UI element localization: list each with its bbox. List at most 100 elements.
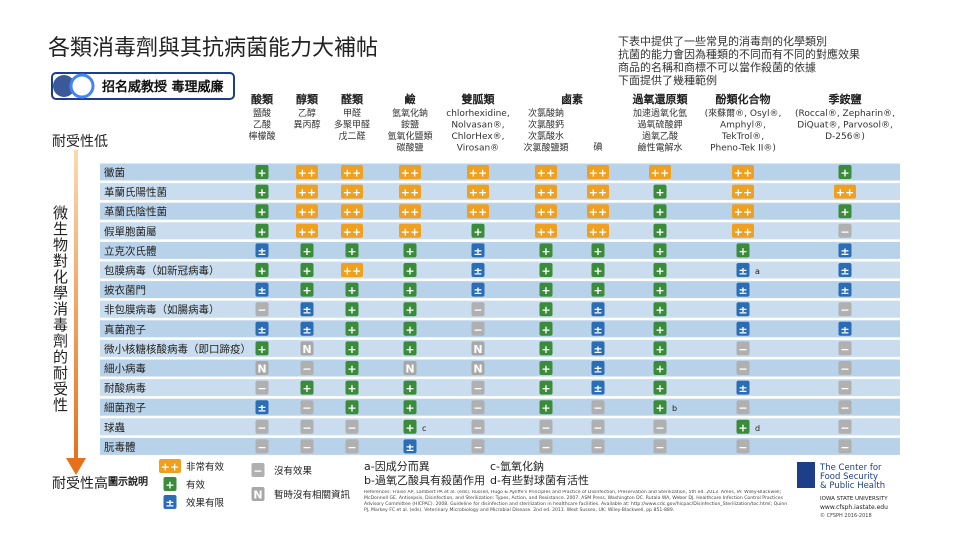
column-example: 加速過氧化氫 [633,107,687,119]
rating-icon [255,380,269,395]
rating-icon-symbol: − [593,421,602,434]
rating-icon [736,400,750,415]
axis-low: 耐受性低 [52,134,108,150]
rating-icon-symbol: ++ [343,225,361,238]
rating-icon [838,361,852,375]
rating-icon [467,184,489,199]
rating-icon [838,321,852,336]
row-band [100,437,900,455]
rating-icon [539,282,553,297]
rating-icon-symbol: ++ [469,206,487,219]
rating-icon-symbol: ++ [298,167,316,180]
rating-icon [736,419,750,434]
rating-icon [255,282,269,297]
rating-icon [834,184,856,199]
rating-icon [255,165,269,179]
rating-icon-symbol: + [840,167,849,180]
badge-text: 招名威教授 毒理威廉 [102,79,224,95]
rating-icon [296,184,318,199]
legend-icon-symbol: − [253,465,262,478]
column-example: 多聚甲醛 [334,119,370,131]
column-name: 醇類 [296,92,319,106]
column-example: 碳酸鹽 [396,142,423,154]
rating-icon [300,263,314,277]
column-example: DiQuat®, Parvosol®, [797,121,893,131]
rating-icon [403,282,417,297]
row-name: 包膜病毒（如新冠病毒） [104,264,220,277]
rating-icon-symbol: + [347,304,356,317]
rating-icon-symbol: + [738,245,747,258]
rating-icon [300,243,314,258]
rating-icon [535,165,557,179]
column-example: 過氧乙酸 [642,130,678,142]
rating-icon [653,302,667,317]
rating-icon [591,321,605,336]
column-name: 醛類 [341,92,364,106]
rating-icon-symbol: − [473,323,482,336]
rating-icon [838,419,852,434]
legend-label: 有效 [186,479,206,491]
rating-icon-symbol: ++ [537,186,555,199]
column-example: 氫氧化鹽類 [387,130,432,142]
legend-icon [159,459,181,473]
rating-icon-symbol: ++ [734,167,752,180]
rating-icon-symbol: ++ [343,265,361,278]
rating-icon-symbol: + [405,304,414,317]
rating-icon [539,380,553,395]
rating-icon [539,302,553,317]
rating-icon-symbol: − [473,421,482,434]
rating-icon [838,223,852,238]
rating-icon-symbol: + [302,245,311,258]
row-band [100,222,900,240]
rating-icon-symbol: ± [302,304,311,317]
rating-icon [296,204,318,219]
column-example: Pheno-Tek II®) [710,144,776,154]
rating-icon-symbol: + [541,245,550,258]
rating-icon-symbol: + [405,402,414,415]
rating-icon-symbol: + [541,343,550,356]
rating-icon [653,184,667,199]
column-example: 銨鹽 [401,119,419,131]
rating-icon-symbol: + [405,284,414,297]
rating-icon [653,380,667,395]
column-name: 酚類化合物 [716,92,771,106]
axis-label: 微生物對化學消毒劑的耐受性 [51,205,69,413]
logo-mark [797,462,815,488]
rating-icon [403,341,417,356]
rating-icon [471,243,485,258]
references-box: References: Fraise AP, Lambert PA et al.… [364,490,787,513]
rating-icon-symbol: ++ [734,186,752,199]
rating-icon-symbol: − [473,382,482,395]
column-example: (Roccal®, Zepharin®, [795,109,895,119]
rating-icon [341,165,363,179]
rating-icon [345,341,359,356]
rating-icon [838,204,852,219]
rating-icon [653,321,667,336]
rating-icon-symbol: ++ [298,186,316,199]
rating-icon-symbol: ± [257,245,266,258]
rating-icon [736,302,750,317]
column-example: 次氯酸鈉 [528,107,564,119]
row-name: 假單胞菌屬 [104,225,157,238]
rating-icon-symbol: − [840,304,849,317]
rating-icon-symbol: + [405,245,414,258]
logo-name: & Public Health [820,481,885,491]
column-example: 異丙醇 [293,119,320,131]
row-band [100,281,900,299]
rating-icon-symbol: ± [257,323,266,336]
row-band [100,418,900,436]
logo-copyright: © CFSPH 2016-2018 [820,512,872,519]
rating-icon [471,321,485,336]
rating-icon [736,263,750,277]
rating-icon-symbol: ++ [343,186,361,199]
logo-name: The Center for [819,463,882,473]
column-example: 乙酸 [253,120,271,131]
rating-icon-symbol: + [405,382,414,395]
rating-icon [403,321,417,336]
g-icon [69,73,95,99]
rating-icon [838,439,852,454]
rating-icon-symbol: + [541,382,550,395]
rating-icon-symbol: − [593,402,602,415]
cell-note: a [755,267,760,276]
rating-icon [653,400,667,415]
